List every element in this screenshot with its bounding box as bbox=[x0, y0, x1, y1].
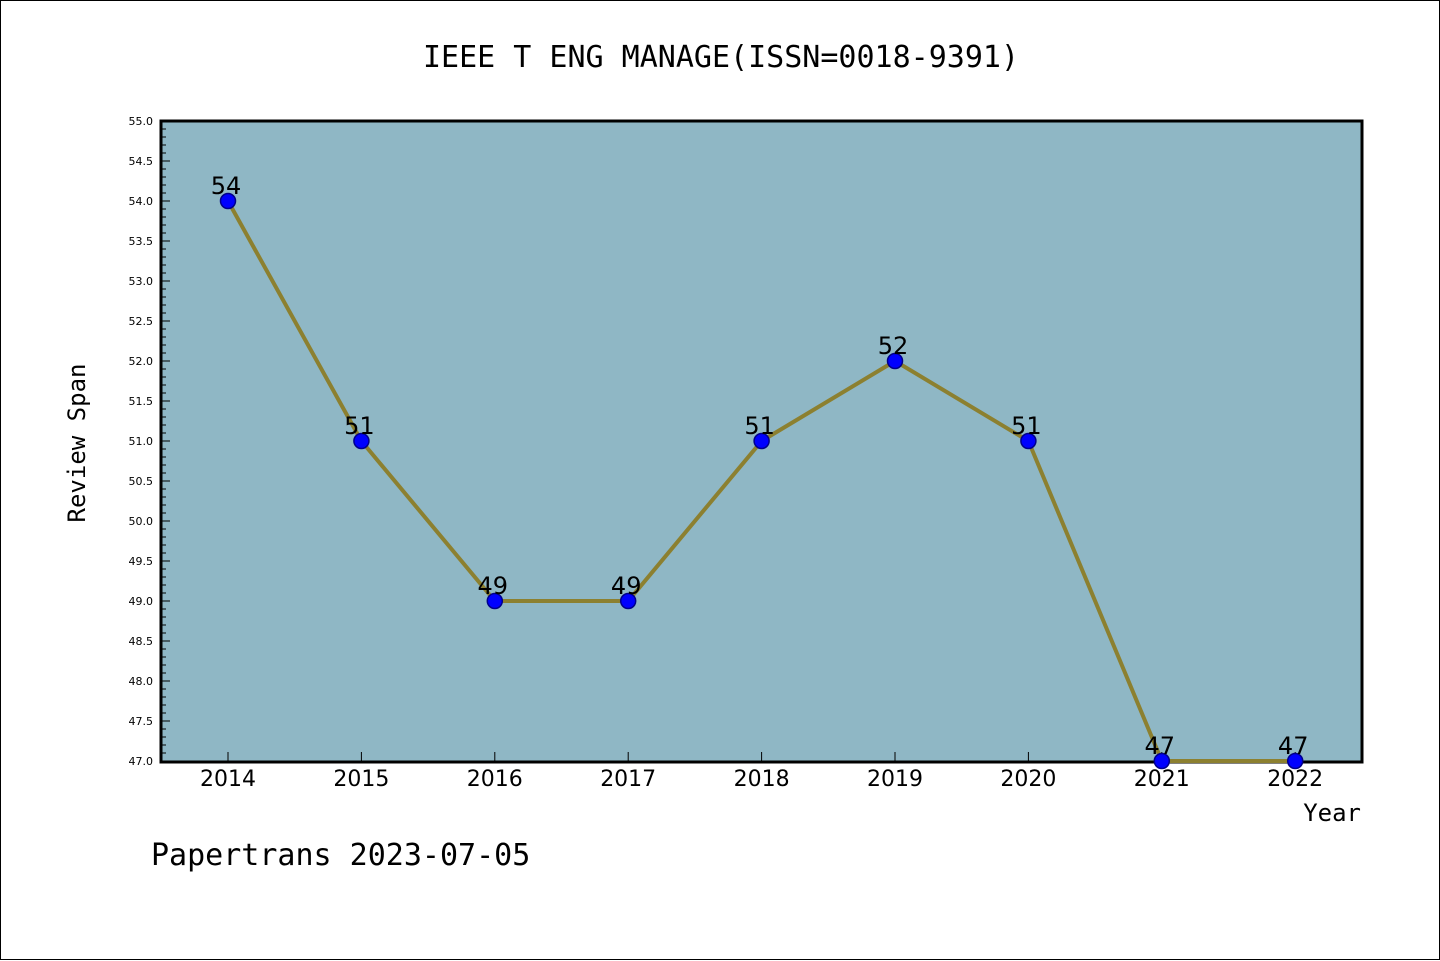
y-tick-label: 47.0 bbox=[129, 755, 154, 768]
data-label: 51 bbox=[744, 412, 775, 440]
x-tick-label: 2021 bbox=[1134, 767, 1190, 792]
x-tick-label: 2022 bbox=[1267, 767, 1323, 792]
x-tick-label: 2015 bbox=[333, 767, 389, 792]
data-label: 54 bbox=[211, 172, 242, 200]
y-tick-label: 53.5 bbox=[129, 235, 154, 248]
y-tick-label: 54.5 bbox=[129, 155, 154, 168]
data-point bbox=[753, 432, 770, 450]
data-point bbox=[886, 352, 904, 370]
data-point bbox=[219, 192, 237, 210]
data-point bbox=[1153, 752, 1171, 770]
data-label: 49 bbox=[478, 572, 509, 600]
x-axis-label: Year bbox=[1303, 799, 1361, 827]
data-label: 51 bbox=[344, 412, 375, 440]
y-tick-label: 50.5 bbox=[129, 475, 154, 488]
chart-title: IEEE T ENG MANAGE(ISSN=0018-9391) bbox=[423, 40, 1019, 75]
y-tick-label: 52.5 bbox=[129, 315, 154, 328]
x-tick-label: 2019 bbox=[867, 767, 923, 792]
data-point bbox=[1020, 432, 1037, 450]
data-label: 51 bbox=[1011, 412, 1042, 440]
y-tick-label: 51.0 bbox=[129, 435, 154, 448]
y-tick-label: 52.0 bbox=[129, 355, 154, 368]
y-tick-label: 54.0 bbox=[129, 195, 154, 208]
y-tick-label: 48.0 bbox=[129, 675, 154, 688]
x-tick-label: 2017 bbox=[600, 767, 656, 792]
y-tick-label: 49.5 bbox=[129, 555, 154, 568]
data-label: 52 bbox=[878, 332, 909, 360]
footer-text: Papertrans 2023-07-05 bbox=[151, 838, 530, 873]
y-tick-label: 53.0 bbox=[129, 275, 154, 288]
y-tick-label: 49.0 bbox=[129, 595, 154, 608]
y-axis: 47.0 47.5 48.0 48.5 49.0 49.5 50.0 50.5 51.0 51.5… bbox=[129, 115, 170, 768]
data-point bbox=[619, 592, 637, 610]
data-label: 49 bbox=[611, 572, 642, 600]
x-axis: 2014 2015 2016 2017 2018 2019 2020 2021 2022 bbox=[200, 752, 1323, 792]
x-tick-label: 2018 bbox=[734, 767, 790, 792]
y-tick-label: 55.0 bbox=[129, 115, 154, 128]
data-point bbox=[486, 592, 504, 610]
data-label: 47 bbox=[1278, 732, 1309, 760]
series-layer: 54 51 49 49 51 52 51 47 47 bbox=[211, 172, 1309, 770]
data-label: 47 bbox=[1145, 732, 1176, 760]
x-tick-label: 2016 bbox=[467, 767, 523, 792]
y-tick-label: 51.5 bbox=[129, 395, 154, 408]
y-axis-label: Review Span bbox=[63, 364, 91, 523]
y-tick-label: 50.0 bbox=[129, 515, 154, 528]
data-point bbox=[353, 432, 370, 450]
data-point bbox=[1286, 752, 1304, 770]
x-tick-label: 2020 bbox=[1000, 767, 1056, 792]
y-tick-label: 48.5 bbox=[129, 635, 154, 648]
x-tick-label: 2014 bbox=[200, 767, 256, 792]
y-tick-label: 47.5 bbox=[129, 715, 154, 728]
